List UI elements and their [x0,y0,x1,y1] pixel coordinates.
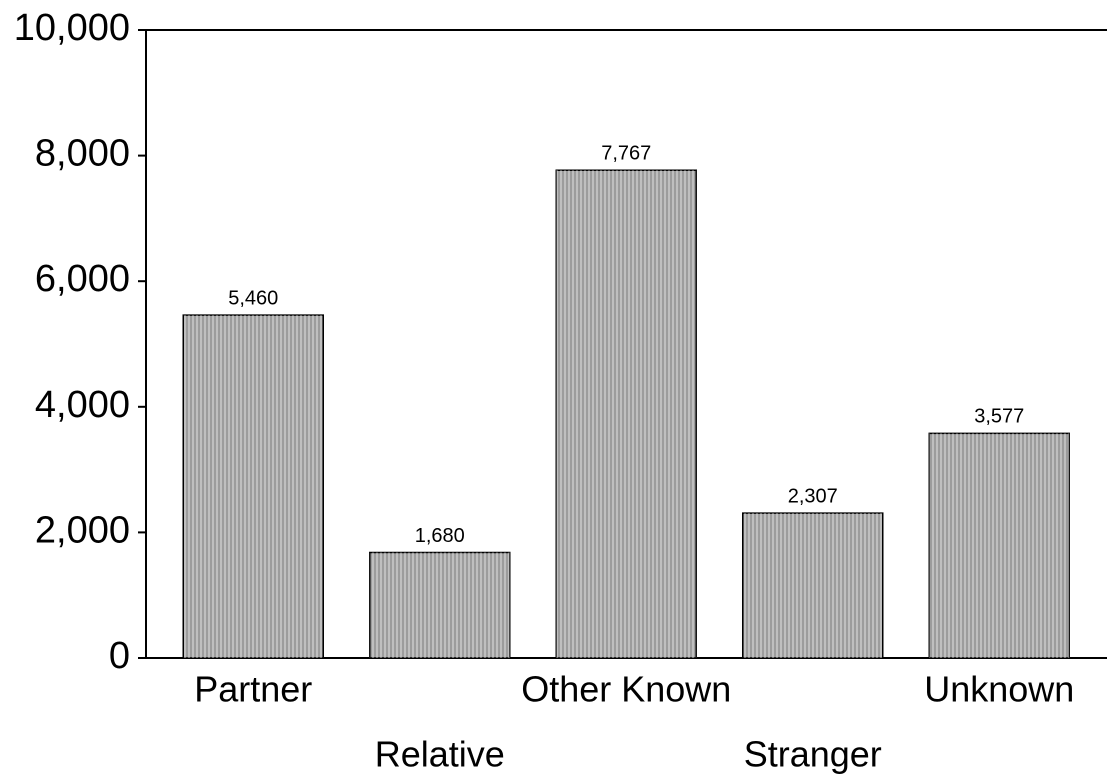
x-tick-label: Partner [194,669,312,710]
value-label: 1,680 [415,525,465,547]
bar [555,169,697,659]
value-label: 2,307 [788,485,838,507]
y-tick-label: 10,000 [14,7,130,49]
y-tick-label: 6,000 [35,258,130,300]
value-label: 5,460 [228,287,278,309]
value-label: 3,577 [974,406,1024,428]
x-tick-label: Relative [375,734,505,775]
bar [369,551,511,659]
y-tick-label: 0 [109,635,130,677]
x-tick-label: Other Known [521,669,731,710]
bar [742,512,884,659]
y-tick-label: 4,000 [35,384,130,426]
value-label: 7,767 [601,143,651,165]
x-tick-label: Unknown [924,669,1074,710]
x-tick-label: Stranger [744,734,882,775]
y-tick-label: 8,000 [35,133,130,175]
bar [928,432,1070,659]
bar [182,314,324,659]
y-tick-label: 2,000 [35,509,130,551]
